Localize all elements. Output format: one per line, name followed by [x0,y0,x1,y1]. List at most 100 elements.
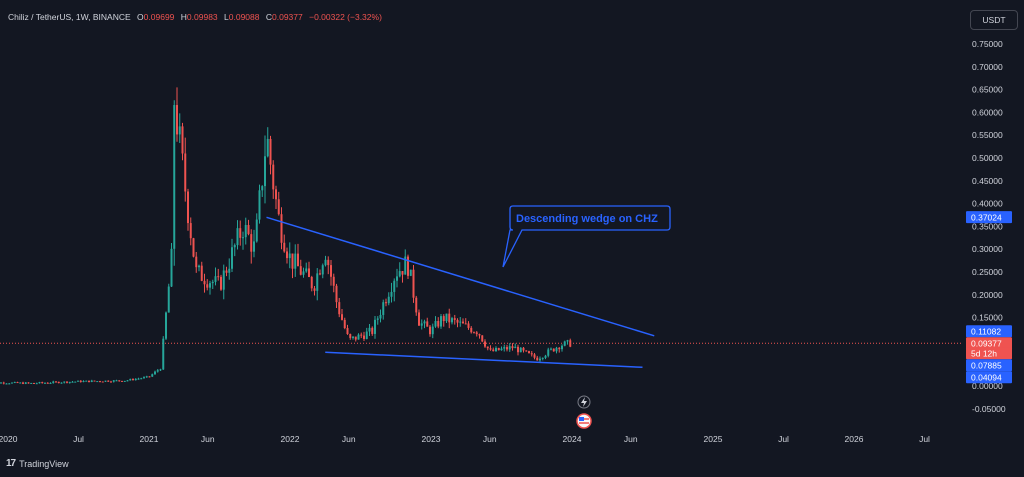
event-icons[interactable] [576,395,592,429]
candle [522,346,525,353]
lower-trendline[interactable] [325,351,643,369]
candle-body [132,379,134,381]
candle-body [404,256,407,275]
candle-body [481,335,484,342]
low-value: 0.09088 [228,12,260,22]
candle-body [156,370,159,372]
candle [429,325,431,337]
candle-body [291,253,294,269]
candle-body [176,105,178,135]
candle-body [280,214,283,243]
candle [475,330,478,337]
candle [110,380,112,383]
candle [148,376,151,378]
candle-body [261,186,264,191]
candle-body [253,241,255,252]
candle-body [360,334,363,336]
us-flag-icon[interactable] [576,413,592,429]
candle-body [247,224,250,235]
candle-body [341,314,343,320]
candle-body [459,321,462,323]
candle-body [500,348,503,351]
candle-body [423,321,426,324]
candle [126,379,129,382]
footer-branding[interactable]: 17 TradingView [6,458,69,469]
candle [332,273,335,293]
candle [398,262,401,278]
price-tick-label: 0.65000 [972,85,1003,95]
candle-body [420,323,423,326]
candle [63,381,66,384]
price-badge: 0.11082 [966,325,1012,338]
candle [77,380,79,382]
candle [38,381,41,384]
currency-button[interactable]: USDT [970,10,1018,30]
candle-body [453,318,456,320]
candle-body [112,380,115,382]
candle-body [211,281,214,284]
candle-body [387,296,390,304]
price-axis[interactable]: 0.75000 0.70000 0.65000 0.60000 0.55000 0.500… [972,39,1006,414]
candle [156,368,159,373]
symbol-name[interactable]: Chiliz / TetherUS, 1W, BINANCE [8,12,131,22]
candle [385,298,387,307]
candle-body [489,348,492,350]
candle [415,295,418,316]
candle [170,242,173,287]
candle-body [5,383,8,385]
candle [5,383,8,385]
candle-body [528,351,530,354]
candle-body [382,302,385,315]
flash-icon[interactable] [577,395,591,409]
candle [33,382,35,384]
price-badge: 5d 12h [966,347,1012,360]
candle [236,220,239,250]
candle [500,346,503,351]
candle [550,347,552,351]
candle [145,375,148,378]
candle-body [121,380,123,382]
time-axis[interactable]: 2020 Jul 2021 Jun 2022 Jun 2023 Jun 2024 Jun 2025 J… [0,434,930,444]
candle [162,336,165,371]
candle [382,299,385,320]
candle [418,309,420,326]
candle-body [30,382,33,384]
price-tick-label: 0.35000 [972,221,1003,231]
candle [214,267,217,286]
candle-body [68,381,71,383]
candle [346,324,349,335]
candle-body [352,336,354,338]
price-badge-label: 0.37024 [971,213,1002,223]
candle [426,317,429,327]
candle [198,264,200,272]
candle-body [497,347,500,351]
candle [445,313,448,323]
symbol-legend: Chiliz / TetherUS, 1W, BINANCE O0.09699 … [8,12,382,22]
trendlines[interactable] [266,216,655,369]
candle-body [2,382,5,384]
time-tick-label: Jun [483,434,497,444]
candle-body [354,336,357,340]
candle-body [8,383,11,385]
candle-body [129,379,132,381]
candle-body [445,313,448,322]
candle-body [462,321,464,324]
candle-body [143,377,145,379]
callout-box[interactable] [502,205,671,268]
upper-trendline[interactable] [266,216,655,337]
candle [209,280,211,295]
candle-body [275,189,277,200]
candle-body [550,348,552,350]
candle-body [255,219,258,242]
candle-body [558,347,561,350]
candle-body [343,319,346,329]
price-badge: 0.09377 [966,337,1012,350]
candle [555,346,558,354]
candle [464,318,467,325]
candle [310,275,313,292]
candle-body [330,265,332,277]
candle-body [506,347,508,350]
candle [49,382,52,384]
annotation-callout[interactable]: Descending wedge on CHZ [502,205,671,268]
